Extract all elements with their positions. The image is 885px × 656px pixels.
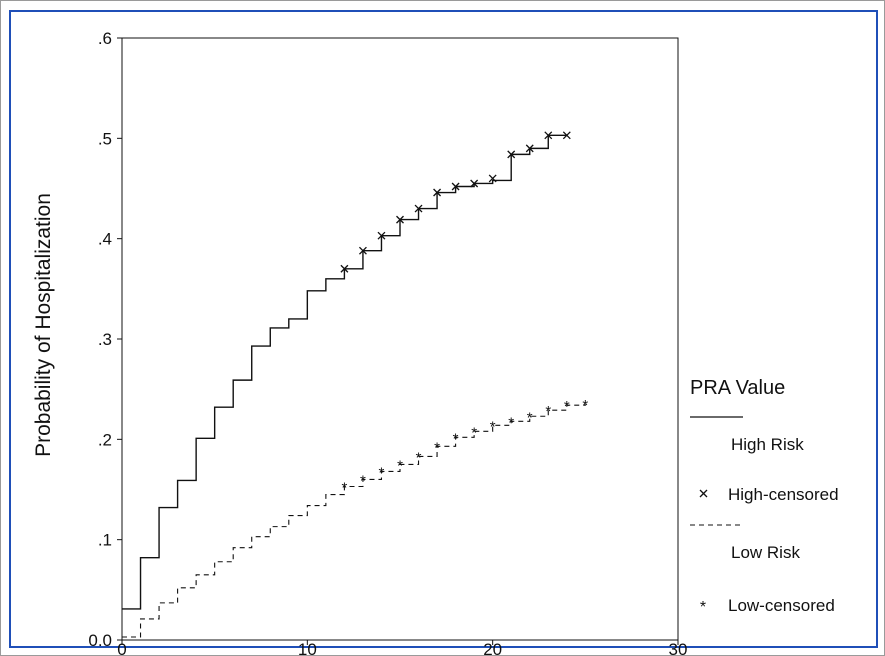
low-risk-censored-marker: *: [564, 398, 570, 415]
x-tick-label: 0: [117, 640, 126, 656]
y-tick-label: .2: [98, 430, 112, 449]
legend-title: PRA Value: [690, 377, 785, 399]
high-risk-censored-marker: [414, 204, 423, 213]
high-risk-censored-marker: [488, 174, 497, 183]
low-risk-censored-marker: *: [527, 409, 533, 426]
high-risk-censored-marker: [377, 231, 386, 240]
high-risk-censored-marker: [358, 246, 367, 255]
figure-frame: [9, 10, 878, 648]
y-tick-label: .3: [98, 330, 112, 349]
low-risk-censored-marker: *: [490, 418, 496, 435]
x-tick-label: 10: [298, 640, 317, 656]
legend-high-risk-label: High Risk: [731, 435, 804, 454]
y-tick-label: .6: [98, 29, 112, 48]
x-tick-label: 30: [669, 640, 688, 656]
high-risk-censored-marker: [433, 188, 442, 197]
high-risk-censored-marker: [544, 131, 553, 140]
legend-high-censored-label: High-censored: [728, 485, 839, 504]
low-risk-censored-marker: *: [582, 397, 588, 414]
high-risk-censored-marker: [507, 150, 516, 159]
legend-low-censored-swatch: *: [700, 599, 706, 616]
low-risk-censored-marker: *: [416, 449, 422, 466]
low-risk-censored-marker: *: [379, 464, 385, 481]
low-risk-censored-marker: *: [453, 430, 459, 447]
legend: PRA Value High Risk High-censored Low Ri…: [690, 377, 839, 616]
x-tick-label: 20: [483, 640, 502, 656]
y-tick-label: .5: [98, 129, 112, 148]
legend-high-censored-swatch: [699, 489, 708, 498]
high-risk-censored-marker: [562, 131, 571, 140]
low-risk-curve: [122, 404, 586, 638]
y-axis-label: Probability of Hospitalization: [32, 193, 55, 457]
plot-area: [121, 37, 679, 641]
low-risk-censored-marker: *: [545, 403, 551, 420]
high-risk-censored-marker: [470, 179, 479, 188]
high-risk-censored-marker: [451, 182, 460, 191]
legend-low-risk-label: Low Risk: [731, 543, 800, 562]
y-tick-label: .1: [98, 531, 112, 550]
high-risk-censored-marker: [396, 215, 404, 224]
high-risk-censored-marker: [525, 144, 534, 153]
low-risk-censored-marker: *: [360, 472, 366, 489]
y-tick-label: .4: [98, 230, 112, 249]
low-risk-censored-marker: *: [434, 439, 440, 456]
high-risk-censored-marker: [340, 264, 349, 273]
high-risk-curve: [122, 134, 567, 610]
y-tick-label: 0.0: [88, 631, 112, 650]
low-risk-censored-marker: *: [471, 424, 477, 441]
legend-low-censored-label: Low-censored: [728, 596, 835, 615]
low-risk-censored-marker: *: [341, 479, 347, 496]
low-risk-censored-marker: *: [508, 414, 514, 431]
low-risk-censored-marker: *: [397, 457, 403, 474]
